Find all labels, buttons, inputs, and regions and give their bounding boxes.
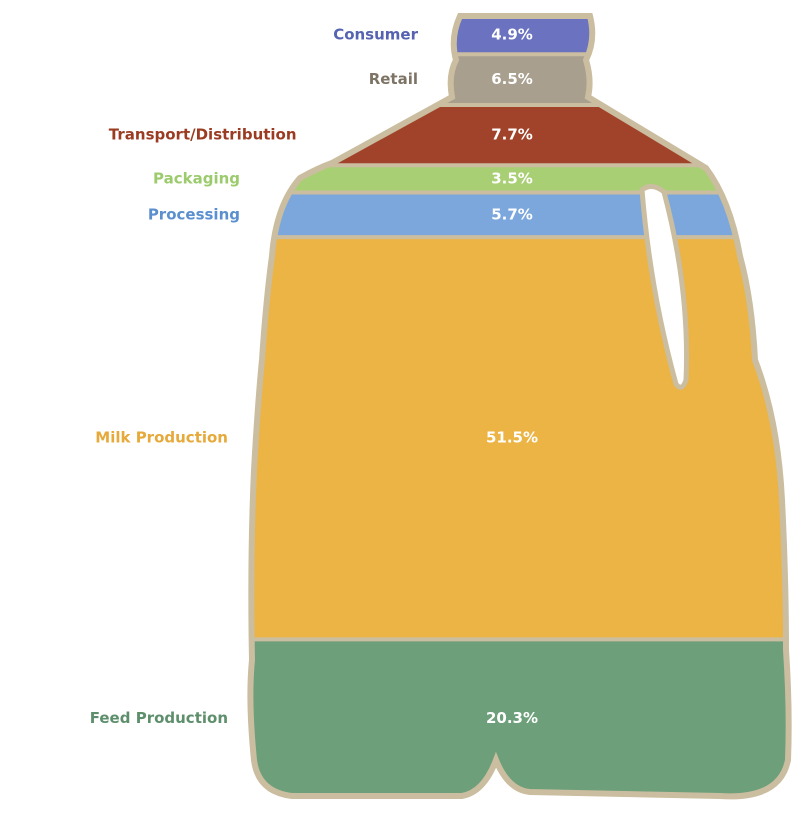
chart: 4.9% Consumer 6.5% Retail 7.7% Transport/Dist… — [0, 0, 803, 818]
segment-value: 4.9% — [491, 26, 533, 44]
segment-label: Packaging — [153, 169, 240, 187]
segment-value: 20.3% — [486, 709, 538, 727]
segment-label: Processing — [148, 205, 240, 223]
segment-label: Retail — [369, 70, 418, 88]
segment-label: Feed Production — [90, 709, 228, 727]
segment-label: Transport/Distribution — [109, 126, 297, 144]
segment-value: 7.7% — [491, 126, 533, 144]
segment-value: 6.5% — [491, 70, 533, 88]
segment-value: 3.5% — [491, 169, 533, 187]
segment-value: 5.7% — [491, 205, 533, 223]
page: 4.9% Consumer 6.5% Retail 7.7% Transport/Dist… — [0, 0, 803, 818]
segment-label: Consumer — [333, 26, 418, 44]
segment-value: 51.5% — [486, 429, 538, 447]
segment-label: Milk Production — [95, 429, 228, 447]
